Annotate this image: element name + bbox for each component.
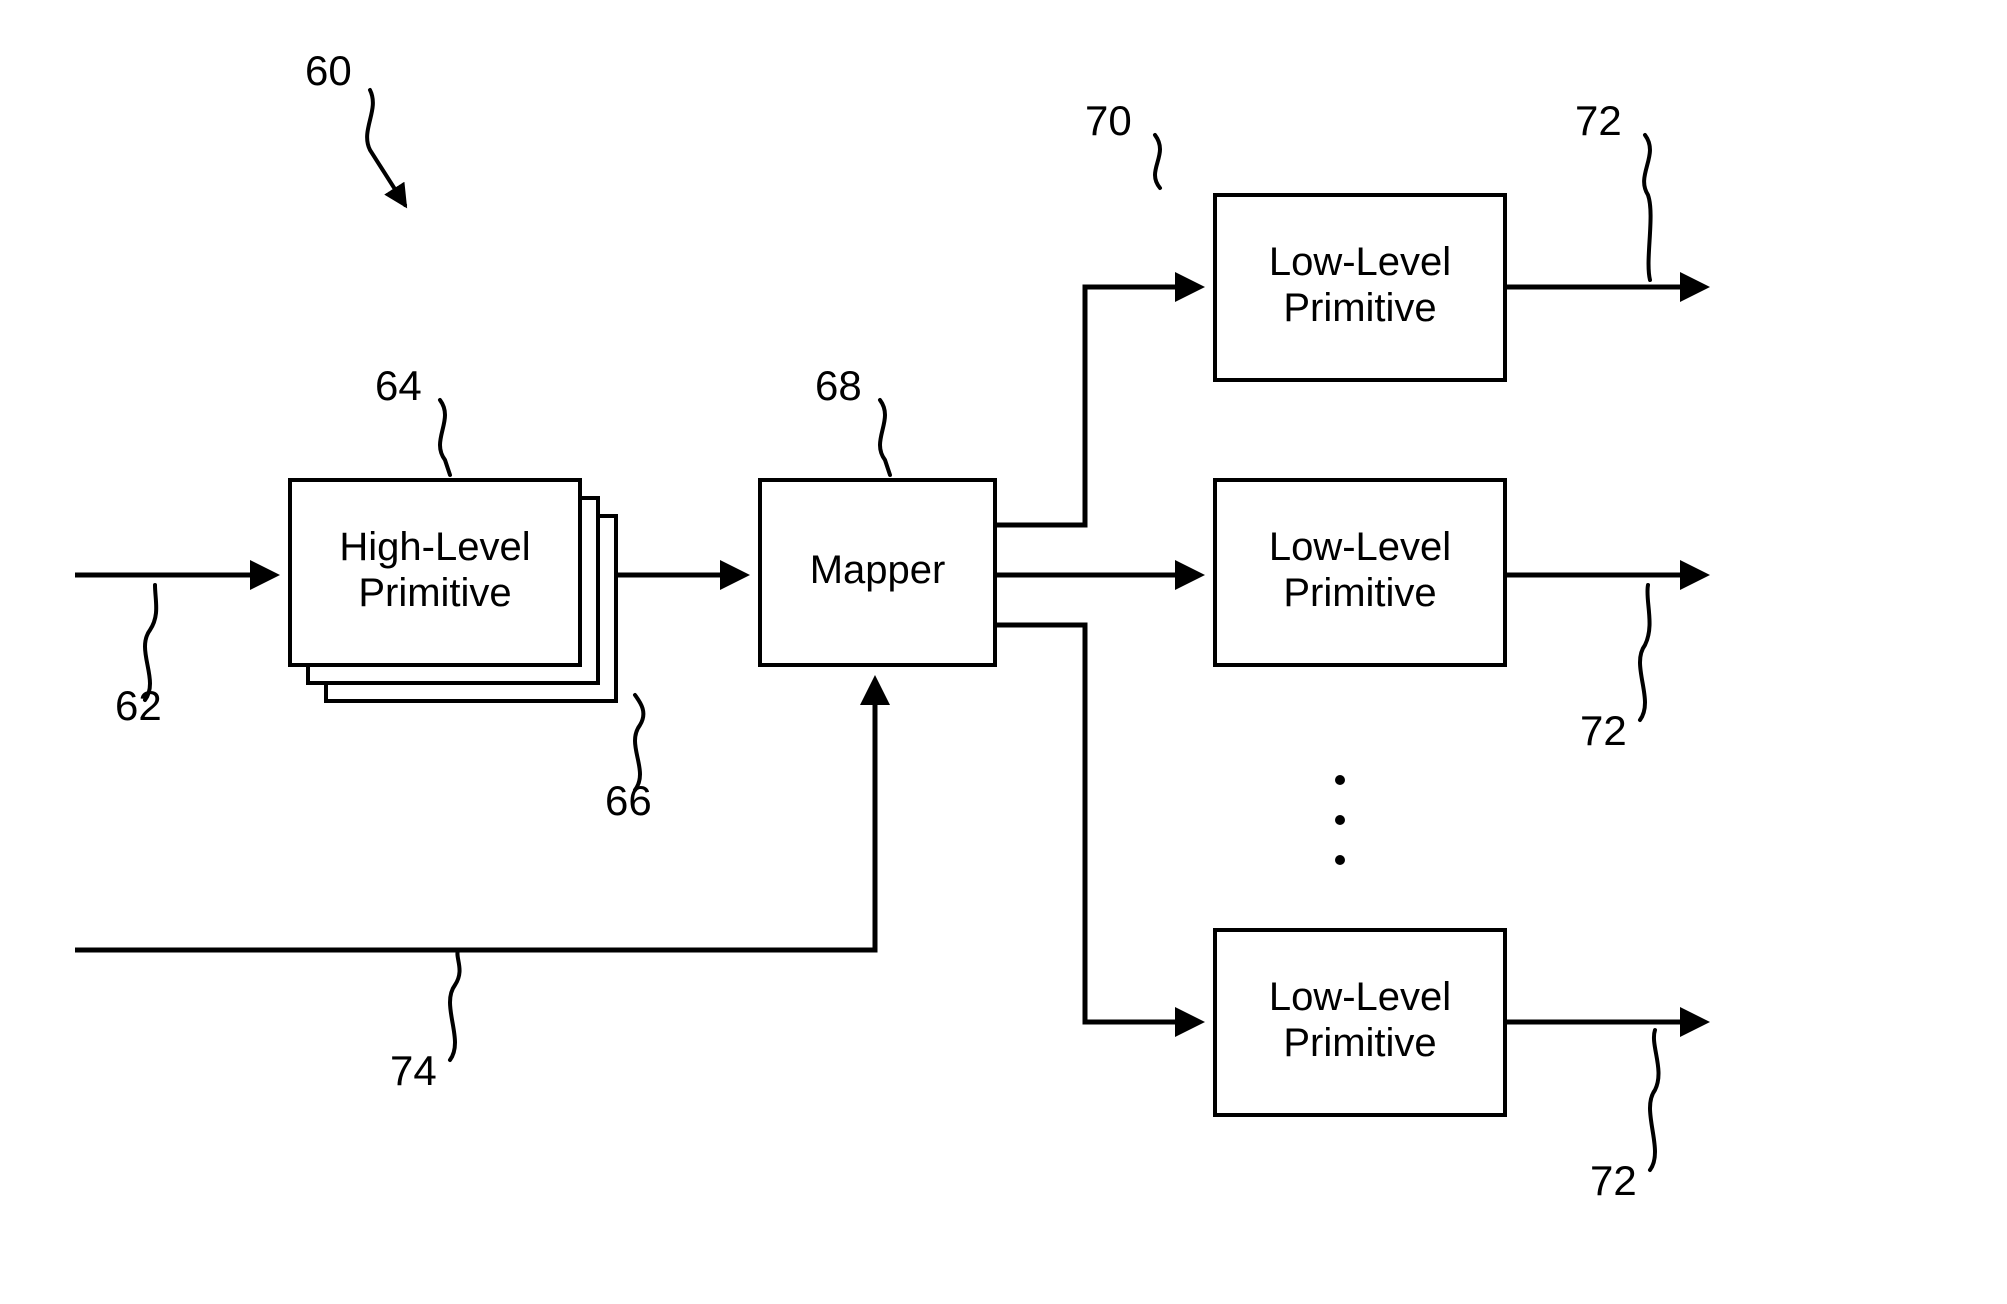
svg-text:Low-Level: Low-Level (1269, 525, 1451, 569)
svg-text:60: 60 (305, 47, 352, 94)
svg-text:72: 72 (1580, 707, 1627, 754)
svg-text:Low-Level: Low-Level (1269, 975, 1451, 1019)
svg-text:72: 72 (1590, 1157, 1637, 1204)
svg-text:Low-Level: Low-Level (1269, 240, 1451, 284)
svg-text:72: 72 (1575, 97, 1622, 144)
svg-text:Primitive: Primitive (358, 571, 511, 615)
svg-text:Primitive: Primitive (1283, 286, 1436, 330)
svg-text:Primitive: Primitive (1283, 1021, 1436, 1065)
svg-text:68: 68 (815, 362, 862, 409)
svg-text:Mapper: Mapper (810, 548, 946, 592)
svg-text:62: 62 (115, 682, 162, 729)
svg-text:Primitive: Primitive (1283, 571, 1436, 615)
svg-text:64: 64 (375, 362, 422, 409)
svg-text:74: 74 (390, 1047, 437, 1094)
svg-text:66: 66 (605, 777, 652, 824)
svg-text:High-Level: High-Level (339, 525, 530, 569)
svg-text:70: 70 (1085, 97, 1132, 144)
